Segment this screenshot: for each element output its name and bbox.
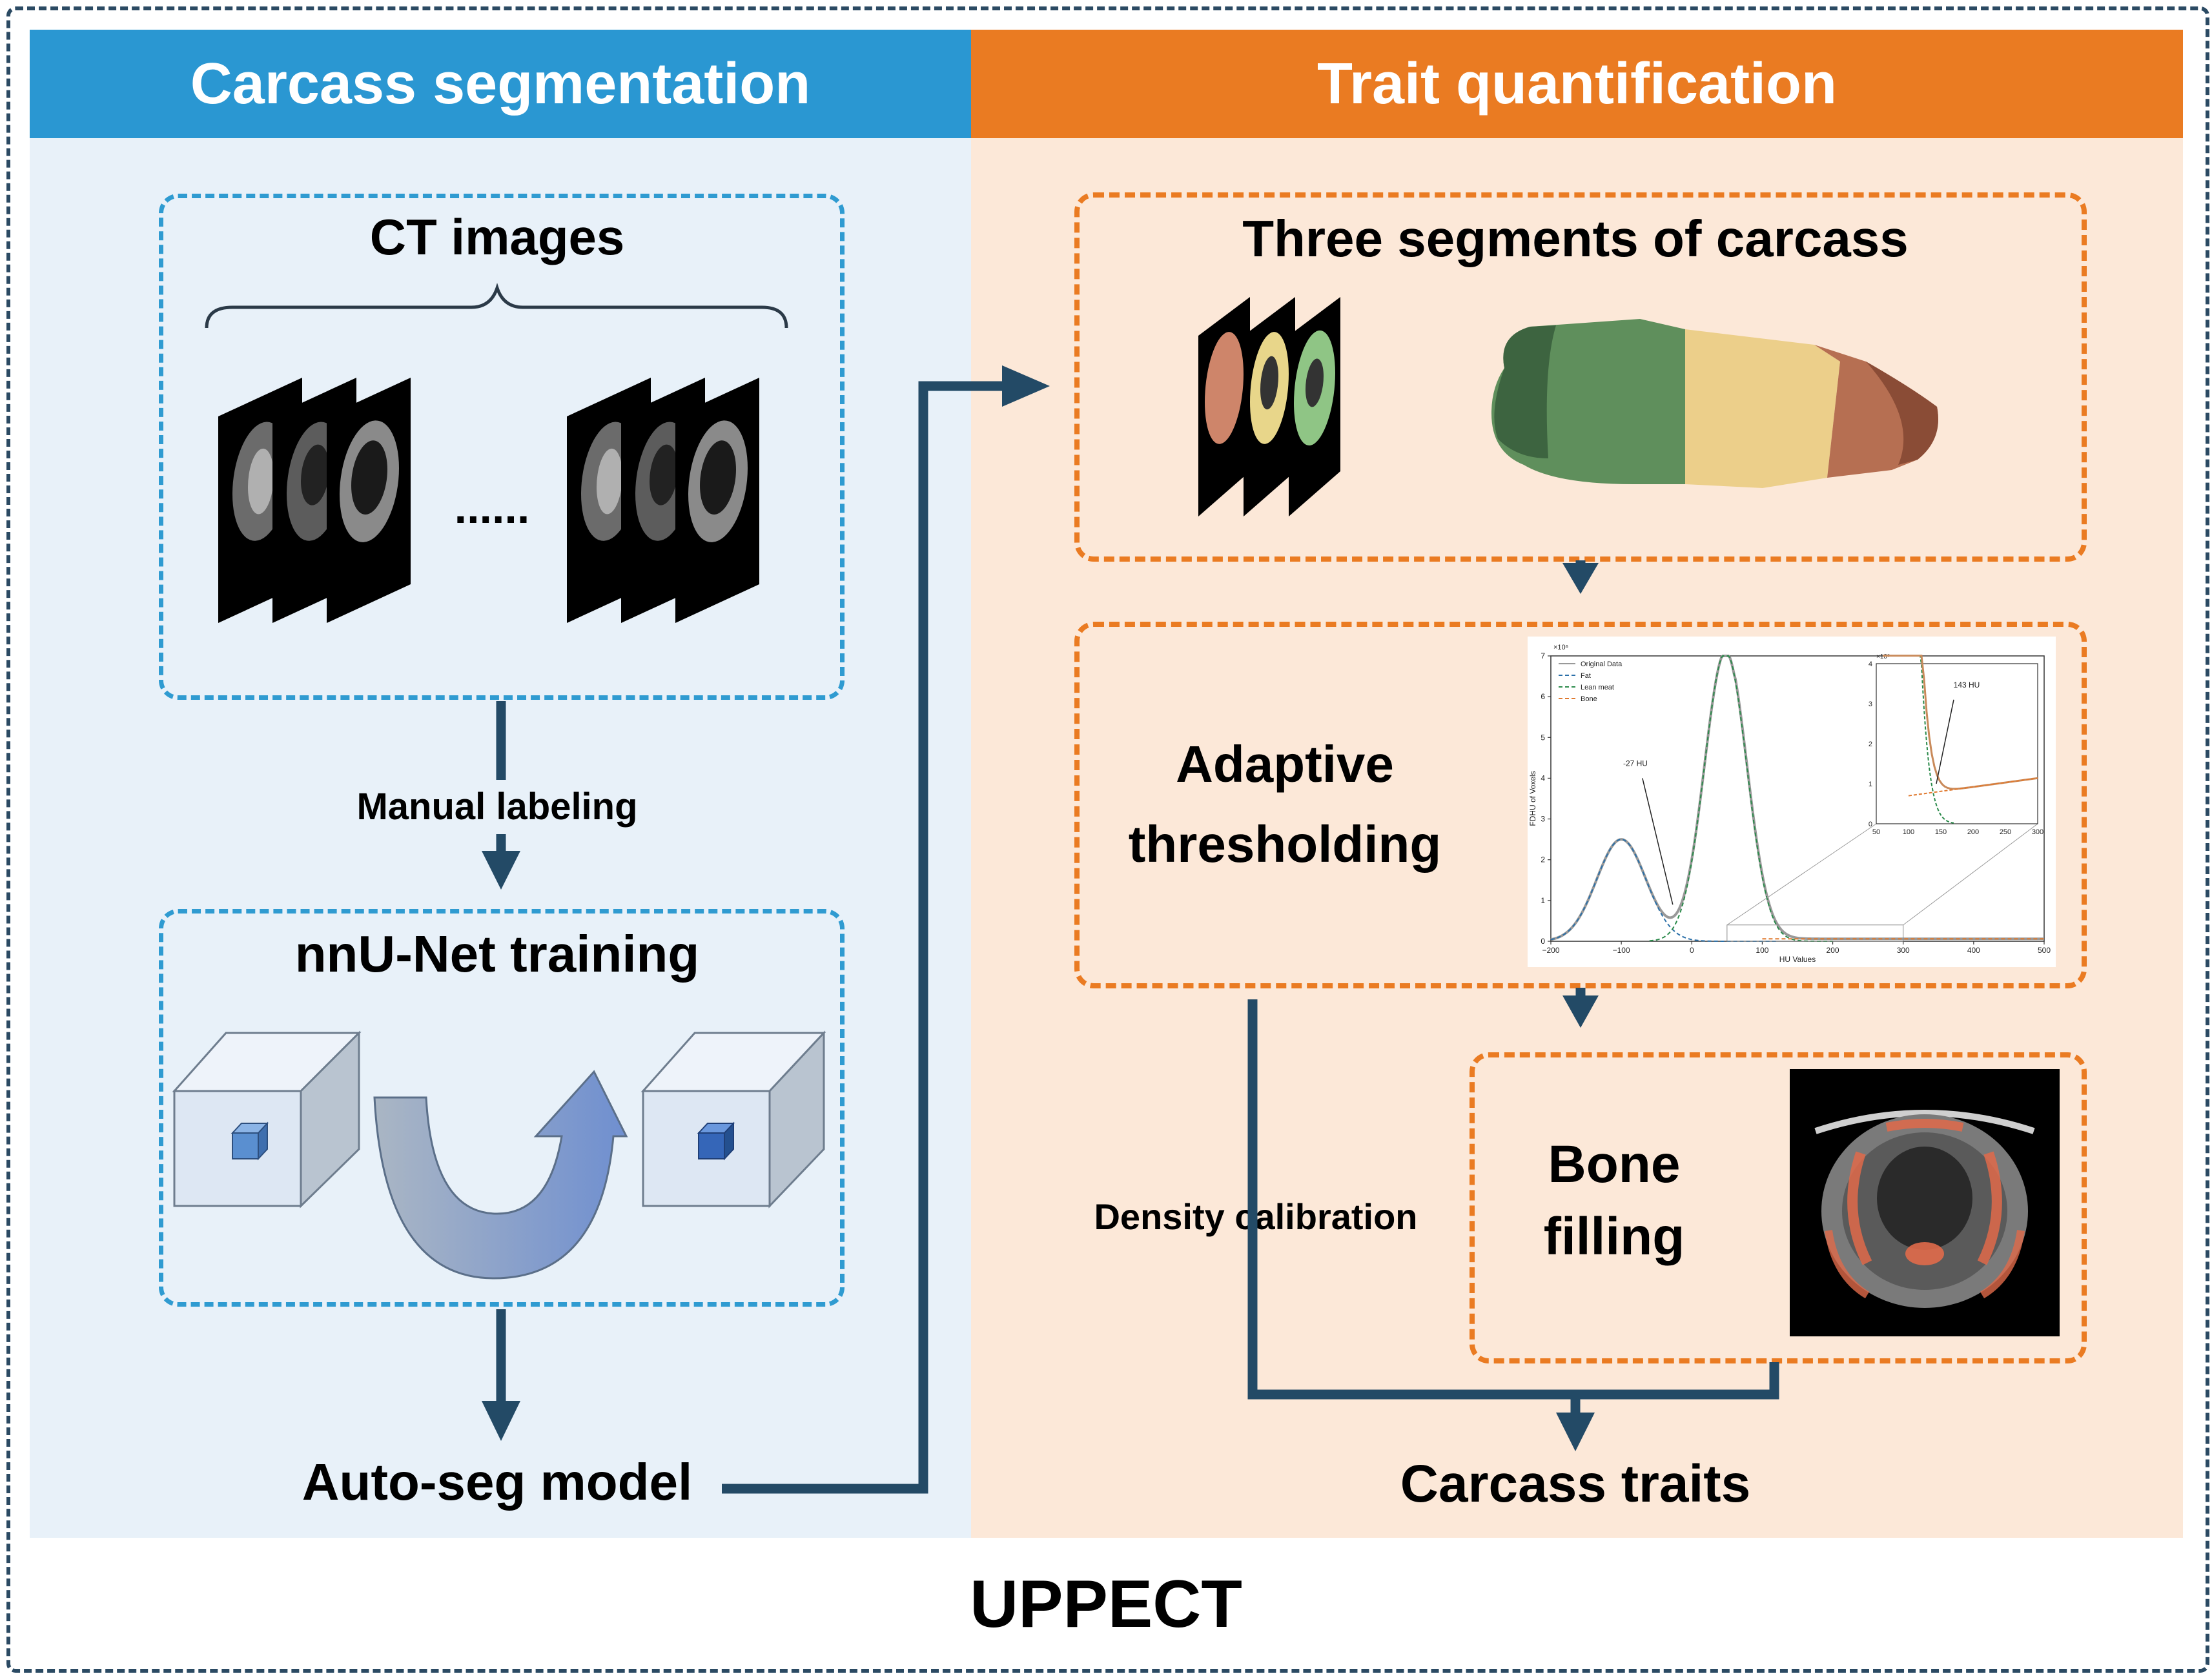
- curly-brace: [205, 283, 788, 329]
- arrowhead-bone: [1562, 995, 1599, 1028]
- output-cube: [640, 1030, 826, 1209]
- ct-images-box: [159, 194, 845, 700]
- inset-x-tick-label: 200: [1967, 828, 1979, 836]
- inset-y-tick-label: 2: [1869, 740, 1872, 748]
- uppect-title: UPPECT: [970, 1567, 1242, 1642]
- legend-label: Bone: [1581, 695, 1597, 703]
- y-tick-label: 2: [1541, 855, 1545, 864]
- header-trait-quantification: Trait quantification: [971, 30, 2183, 138]
- carcass-3d-model: [1491, 319, 1938, 488]
- arrow-autoseg-to-segments: [722, 381, 1007, 1494]
- three-segments-box: [1074, 192, 2087, 562]
- y-tick-label: 5: [1541, 733, 1545, 742]
- annotation-27hu: -27 HU: [1623, 759, 1648, 768]
- arrowhead-adaptive: [1562, 563, 1599, 594]
- adaptive-line2: thresholding: [1128, 815, 1442, 873]
- inset-y-tick-label: 4: [1869, 660, 1872, 668]
- y-tick-label: 3: [1541, 815, 1545, 824]
- bone-filling-image: [1790, 1069, 2060, 1336]
- zoom-connector-left: [1726, 823, 1877, 926]
- training-curved-arrow: [373, 1070, 628, 1280]
- x-tick-label: 500: [2038, 946, 2051, 955]
- legend-label: Fat: [1581, 672, 1591, 680]
- arrowhead-nnunet: [482, 851, 520, 890]
- inset-frame: [1876, 663, 2038, 824]
- bone-line2: filling: [1543, 1207, 1685, 1266]
- ct-dots: ......: [455, 482, 530, 533]
- y-axis-label: FDHU of Voxels: [1528, 771, 1537, 826]
- inset-x-tick-label: 300: [2032, 828, 2043, 836]
- annotation-143hu: 143 HU: [1954, 680, 1980, 689]
- three-segments-title: Three segments of carcass: [1242, 210, 1909, 267]
- annotation-27hu-arrow: [1642, 778, 1674, 905]
- adaptive-line1: Adaptive: [1176, 735, 1394, 793]
- series-lean-meat: [1649, 655, 1833, 942]
- x-axis-label: HU Values: [1779, 955, 1816, 964]
- bone-line1: Bone: [1548, 1135, 1681, 1194]
- arrowhead-segments: [1002, 365, 1050, 407]
- inset-y-tick-label: 3: [1869, 700, 1872, 708]
- header-carcass-segmentation: Carcass segmentation: [30, 30, 971, 138]
- ct-stack-left: [218, 378, 411, 623]
- carcass-traits-label: Carcass traits: [1400, 1455, 1751, 1513]
- legend-label: Lean meat: [1581, 684, 1614, 691]
- inset-x-tick-label: 250: [2000, 828, 2011, 836]
- x-tick-label: −200: [1542, 946, 1559, 955]
- density-calibration-line: [1247, 999, 1779, 1400]
- three-segments-illustration: [1198, 297, 1938, 516]
- arrowhead-autoseg: [482, 1401, 520, 1441]
- adaptive-thresholding-title: Adaptive thresholding: [1085, 724, 1485, 884]
- zoom-region: [1726, 924, 1904, 942]
- input-cube: [172, 1030, 362, 1209]
- nnunet-training-box: [159, 909, 845, 1307]
- nnunet-training-title: nnU-Net training: [294, 925, 700, 983]
- manual-labeling-label: Manual labeling: [356, 786, 638, 828]
- y-tick-label: 1: [1541, 896, 1545, 905]
- auto-seg-model-label: Auto-seg model: [302, 1453, 693, 1511]
- segment-slices: [1198, 297, 1340, 516]
- left-panel: [30, 30, 971, 1538]
- inset-x-tick-label: 50: [1872, 828, 1880, 836]
- nnunet-illustration: [172, 1030, 826, 1280]
- inset-y-tick-label: 1: [1869, 781, 1872, 788]
- x-tick-label: 100: [1756, 946, 1768, 955]
- zoom-connector-right: [1903, 823, 2038, 926]
- y-tick-label: 4: [1541, 773, 1545, 782]
- ct-image-stacks: ......: [205, 283, 788, 623]
- legend-label: Original Data: [1581, 660, 1623, 668]
- ct-images-title: CT images: [369, 209, 625, 265]
- x-tick-label: −100: [1613, 946, 1630, 955]
- annotation-143hu-arrow: [1936, 699, 1954, 784]
- y-multiplier: ×10⁶: [1553, 644, 1568, 651]
- arrowhead-traits: [1556, 1413, 1595, 1451]
- outer-frame: [6, 6, 2209, 1673]
- x-tick-label: 200: [1827, 946, 1839, 955]
- y-tick-label: 0: [1541, 937, 1545, 946]
- inset-series-bone: [1908, 777, 2038, 797]
- y-tick-label: 7: [1541, 651, 1545, 660]
- y-tick-label: 6: [1541, 692, 1545, 701]
- x-tick-label: 0: [1690, 946, 1694, 955]
- inset-y-multiplier: ×10⁵: [1876, 653, 1890, 660]
- inset-x-tick-label: 150: [1935, 828, 1947, 836]
- bone-filling-title: Bone filling: [1479, 1128, 1750, 1273]
- inset-y-tick-label: 0: [1869, 821, 1872, 828]
- adaptive-thresholding-box: [1074, 622, 2087, 988]
- inset-x-tick-label: 100: [1903, 828, 1914, 836]
- ct-stack-right: [567, 378, 759, 623]
- x-tick-label: 400: [1967, 946, 1980, 955]
- bone-filling-box: [1470, 1052, 2087, 1363]
- x-tick-label: 300: [1897, 946, 1910, 955]
